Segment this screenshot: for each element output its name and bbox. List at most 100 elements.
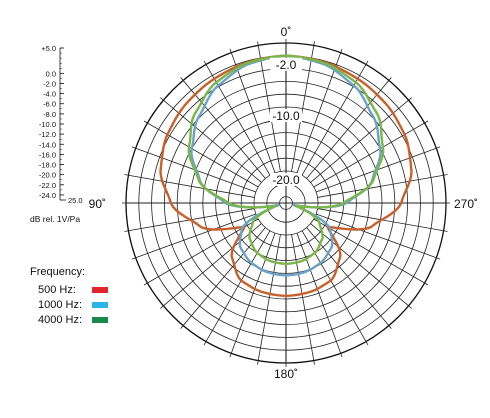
outer-tick <box>424 282 429 286</box>
outer-tick <box>180 325 184 329</box>
angle-label: 180˚ <box>274 367 298 381</box>
outer-tick <box>313 360 315 365</box>
outer-tick <box>229 353 232 358</box>
grid-spoke <box>163 223 262 307</box>
angle-label: 270˚ <box>454 197 478 211</box>
scale-tick-label: -18.0 <box>39 161 56 170</box>
scale-tick-label: -4.0 <box>43 90 56 99</box>
outer-tick <box>160 97 164 101</box>
outer-tick <box>340 48 343 53</box>
outer-tick <box>143 120 148 124</box>
scale-unit-label: dB rel. 1V/Pa <box>30 214 81 224</box>
outer-tick <box>408 97 412 101</box>
angle-label: 90˚ <box>89 197 106 211</box>
outer-tick <box>203 60 207 65</box>
grid-spoke <box>301 230 367 342</box>
legend-entry-500: 500 Hz: <box>38 282 108 297</box>
outer-tick <box>443 230 448 232</box>
outer-tick <box>436 257 441 260</box>
scale-tick-label: -2.0 <box>43 79 56 88</box>
grid-spoke <box>306 80 390 179</box>
scale-tick-label: -8.0 <box>43 110 56 119</box>
grid-spoke <box>257 45 281 172</box>
frequency-legend: Frequency: 500 Hz: 1000 Hz: 4000 Hz: <box>30 266 108 327</box>
polar-labels: 0˚ 90˚ 180˚ 270˚ -2.0 -10.0 -20.0 <box>89 25 478 381</box>
legend-swatch-red <box>92 286 108 293</box>
polar-curve-500-hz <box>159 54 413 297</box>
db-scale: +5.00.0-2.0-4.0-6.0-8.0-10.0-12.0-14.0-1… <box>39 44 83 205</box>
outer-tick <box>203 341 207 346</box>
outer-tick <box>424 120 429 124</box>
grid-spoke <box>182 80 266 179</box>
grid-spoke <box>313 122 425 188</box>
grid-spoke <box>230 232 276 354</box>
grid-spoke <box>296 232 342 354</box>
legend-entry-1000: 1000 Hz: <box>38 297 108 312</box>
grid-spoke <box>147 122 259 188</box>
outer-tick <box>131 146 136 149</box>
ring-label-background <box>270 109 302 122</box>
scale-tick-label: -10.0 <box>39 120 56 129</box>
grid-spoke <box>310 223 409 307</box>
outer-tick <box>131 257 136 260</box>
scale-tick-label: -12.0 <box>39 130 56 139</box>
grid-spoke <box>257 234 281 361</box>
outer-tick <box>365 60 369 65</box>
outer-tick <box>257 360 259 365</box>
grid-spoke <box>317 174 444 198</box>
outer-tick <box>257 41 259 46</box>
legend-label: 4000 Hz: <box>38 313 83 326</box>
grid-spoke <box>147 218 259 284</box>
grid-spoke <box>291 45 315 172</box>
outer-tick <box>124 174 129 176</box>
scale-tick-label: -14.0 <box>39 140 56 149</box>
scale-tick-label: -20.0 <box>39 171 56 180</box>
polar-curves <box>159 54 413 297</box>
polar-curve-1000-hz <box>190 54 382 277</box>
grid-spoke <box>296 52 342 174</box>
scale-tick-label: 0.0 <box>46 69 56 78</box>
grid-spoke <box>315 213 437 259</box>
grid-spoke <box>291 234 315 361</box>
outer-tick <box>388 77 392 81</box>
scale-tick-label: -22.0 <box>39 181 56 190</box>
legend-label: 1000 Hz: <box>38 298 83 311</box>
scale-tick-label: +5.0 <box>41 44 56 53</box>
ring-label-background <box>270 57 302 71</box>
outer-tick <box>436 146 441 149</box>
grid-spoke <box>205 230 271 342</box>
grid-spoke <box>306 227 390 326</box>
ring-label: -10.0 <box>272 109 300 123</box>
polar-curve-4000-hz <box>187 54 385 265</box>
scale-tick-label: -24.0 <box>39 191 56 200</box>
scale-tick-label: -6.0 <box>43 100 56 109</box>
legend-title: Frequency: <box>30 266 86 278</box>
outer-tick <box>340 353 343 358</box>
angle-label: 0˚ <box>281 25 292 39</box>
outer-tick <box>408 305 412 309</box>
legend-swatch-green <box>92 316 108 323</box>
legend-label: 500 Hz: <box>38 283 76 296</box>
ring-label: -2.0 <box>276 58 297 72</box>
outer-tick <box>180 77 184 81</box>
outer-tick <box>313 41 315 46</box>
outer-tick <box>388 325 392 329</box>
legend-swatch-blue <box>92 301 108 308</box>
outer-tick <box>143 282 148 286</box>
scale-bottom-label: 25.0 <box>68 196 83 205</box>
outer-tick <box>229 48 232 53</box>
outer-tick <box>124 230 129 232</box>
ring-label: -20.0 <box>272 173 300 187</box>
scale-tick-label: -16.0 <box>39 150 56 159</box>
grid-spoke <box>135 213 257 259</box>
grid-spoke <box>128 174 255 198</box>
ring-label-background <box>270 173 302 186</box>
outer-tick <box>160 305 164 309</box>
grid-spoke <box>230 52 276 174</box>
legend-entry-4000: 4000 Hz: <box>38 312 108 327</box>
grid-spoke <box>182 227 266 326</box>
grid-spoke <box>313 218 425 284</box>
outer-tick <box>365 341 369 346</box>
outer-tick <box>443 174 448 176</box>
